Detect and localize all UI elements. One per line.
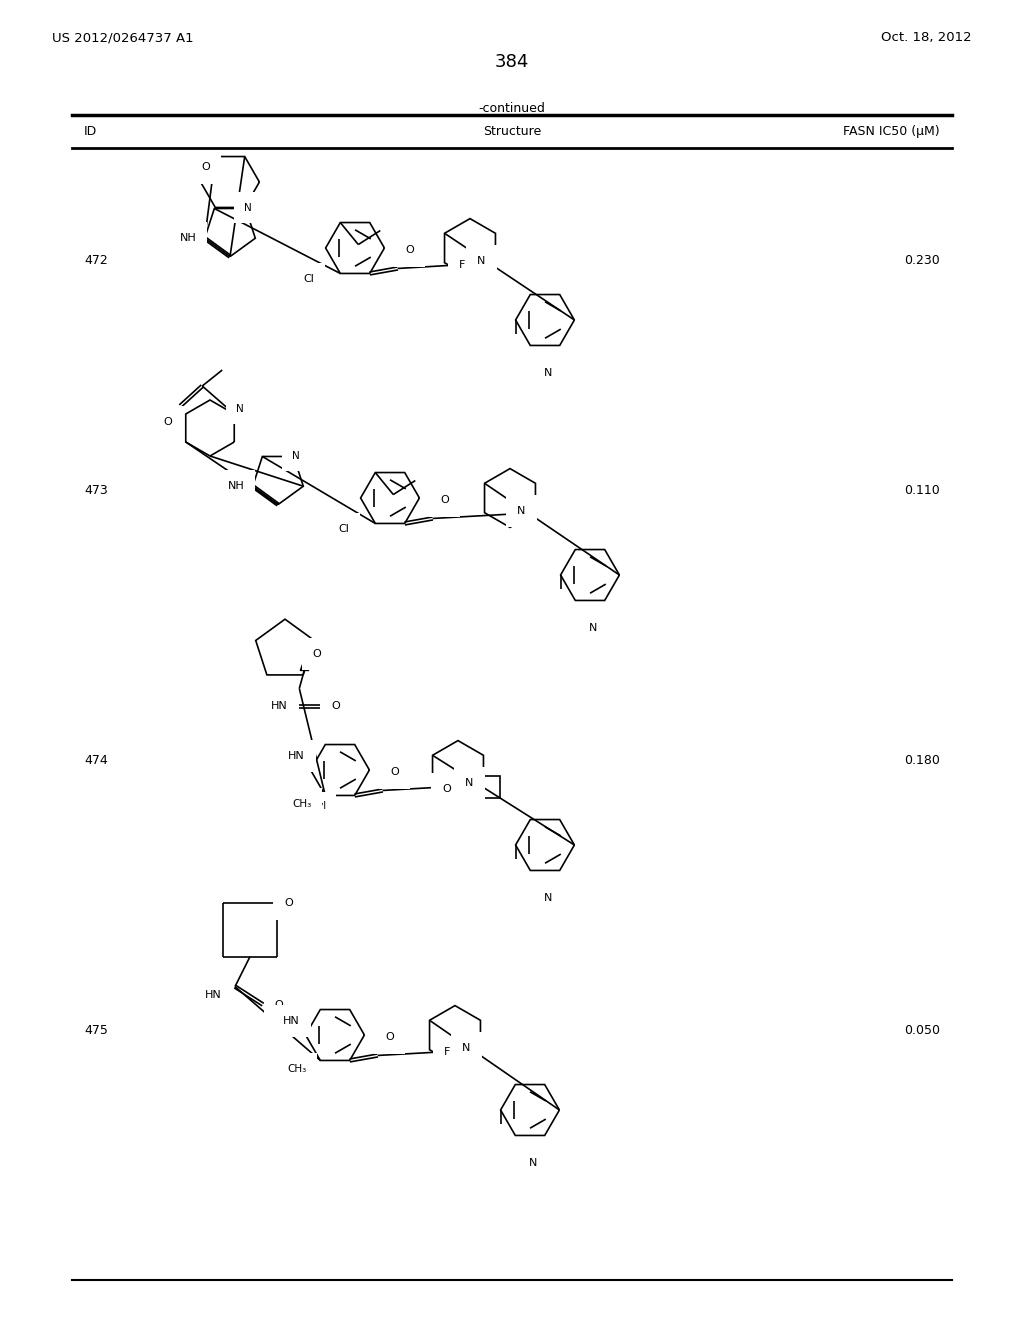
Text: CH₃: CH₃ <box>288 1064 306 1073</box>
Text: 473: 473 <box>84 483 108 496</box>
Text: O: O <box>312 649 322 659</box>
Text: 384: 384 <box>495 53 529 71</box>
Text: N: N <box>245 202 252 213</box>
Text: 474: 474 <box>84 754 108 767</box>
Text: O: O <box>201 162 210 173</box>
Text: 0.110: 0.110 <box>904 483 940 496</box>
Text: F: F <box>460 260 466 269</box>
Text: 0.230: 0.230 <box>904 253 940 267</box>
Text: F: F <box>444 1047 451 1057</box>
Text: O: O <box>274 999 284 1010</box>
Text: 472: 472 <box>84 253 108 267</box>
Text: methyl: methyl <box>292 801 327 812</box>
Text: HN: HN <box>284 1016 300 1026</box>
Text: 0.050: 0.050 <box>904 1023 940 1036</box>
Text: HN: HN <box>271 701 288 711</box>
Text: O: O <box>440 495 450 506</box>
Text: Cl: Cl <box>338 524 349 533</box>
Text: ID: ID <box>84 125 97 139</box>
Text: -continued: -continued <box>478 102 546 115</box>
Text: O: O <box>406 246 414 256</box>
Text: 475: 475 <box>84 1023 108 1036</box>
Text: CH₃: CH₃ <box>293 799 311 809</box>
Text: Structure: Structure <box>483 125 541 139</box>
Text: US 2012/0264737 A1: US 2012/0264737 A1 <box>52 32 194 45</box>
Text: NH: NH <box>179 234 197 243</box>
Text: N: N <box>544 894 552 903</box>
Text: N: N <box>544 368 552 379</box>
Text: N: N <box>528 1159 538 1168</box>
Text: N: N <box>237 404 244 414</box>
Text: N: N <box>477 256 485 265</box>
Text: Cl: Cl <box>303 273 314 284</box>
Text: O: O <box>164 417 173 426</box>
Text: N: N <box>589 623 597 634</box>
Text: NH: NH <box>227 482 245 491</box>
Text: N: N <box>462 1043 471 1053</box>
Text: O: O <box>385 1032 394 1043</box>
Text: O: O <box>390 767 399 777</box>
Text: O: O <box>331 701 340 711</box>
Text: HN: HN <box>288 751 305 762</box>
Text: N: N <box>465 777 474 788</box>
Text: FASN IC50 (μM): FASN IC50 (μM) <box>844 125 940 139</box>
Text: N: N <box>517 506 525 516</box>
Text: O: O <box>285 899 293 908</box>
Text: HN: HN <box>205 990 221 999</box>
Polygon shape <box>300 640 317 671</box>
Text: O: O <box>442 784 451 793</box>
Text: N: N <box>292 450 300 461</box>
Text: 0.180: 0.180 <box>904 754 940 767</box>
Text: Oct. 18, 2012: Oct. 18, 2012 <box>882 32 972 45</box>
